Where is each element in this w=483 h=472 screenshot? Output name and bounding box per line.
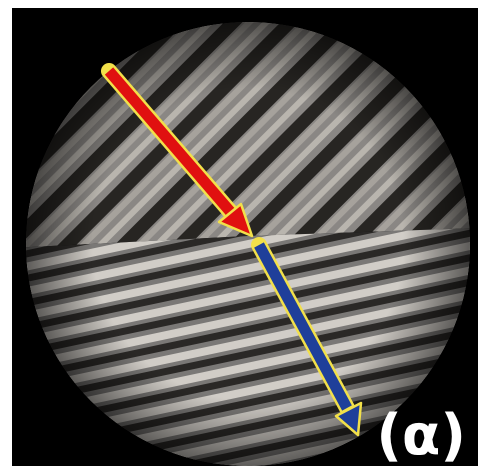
disk-vignette xyxy=(26,22,470,466)
figure-frame: (α) xyxy=(12,8,478,466)
fringe-disk xyxy=(26,22,470,466)
fringe-pattern-figure xyxy=(26,22,470,466)
red-arrow-icon xyxy=(101,63,254,238)
blue-arrow-icon xyxy=(251,237,363,437)
panel-label: (α) xyxy=(376,403,466,466)
